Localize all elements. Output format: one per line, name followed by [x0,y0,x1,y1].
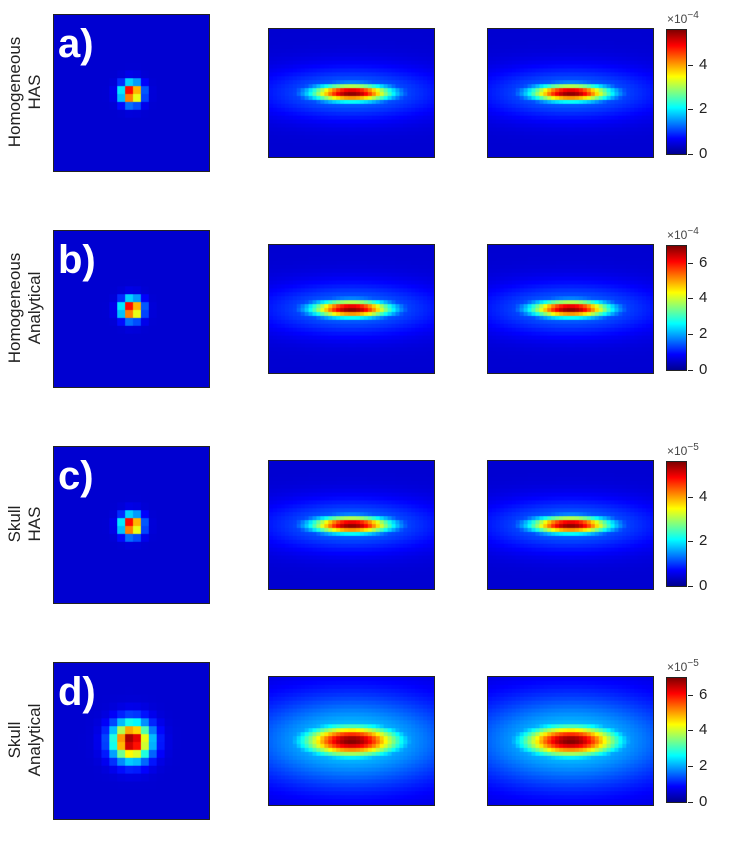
colorbar-exponent: ×10−4 [667,226,699,242]
colorbar-tick-label: 4 [699,721,708,738]
coronal-slice-panel [268,244,435,374]
figure-row-a: Homogeneous HAS a) ×10−4 4 2 0 [0,10,733,202]
colorbar-tick-label: 0 [699,793,708,810]
colorbar [666,245,687,371]
sagittal-slice-panel [487,244,654,374]
figure-row-d: Skull Analytical d) ×10−5 6 4 2 0 [0,658,733,850]
colorbar-tick-label: 4 [699,56,708,73]
row-label-c: Skull HAS [0,444,50,604]
panel-letter-c: c) [58,454,94,498]
colorbar-tick-label: 2 [699,325,708,342]
figure-row-b: Homogeneous Analytical b) ×10−4 6 4 2 0 [0,226,733,418]
colorbar-tick-label: 0 [699,361,708,378]
colorbar [666,29,687,155]
colorbar-tick-label: 2 [699,757,708,774]
panel-letter-b: b) [58,238,96,282]
axial-slice-panel [53,230,210,388]
coronal-slice-panel [268,676,435,806]
sagittal-slice-panel [487,460,654,590]
figure-row-c: Skull HAS c) ×10−5 4 2 0 [0,442,733,634]
colorbar [666,461,687,587]
row-label-text: Homogeneous Analytical [5,252,44,364]
colorbar-tick-label: 0 [699,145,708,162]
colorbar-tick-label: 0 [699,577,708,594]
colorbar-exponent: ×10−5 [667,442,699,458]
colorbar-tick-label: 2 [699,532,708,549]
colorbar-exponent: ×10−4 [667,10,699,26]
sagittal-slice-panel [487,676,654,806]
row-label-text: Skull HAS [5,505,44,543]
panel-letter-a: a) [58,22,94,66]
panel-letter-d: d) [58,670,96,714]
row-label-text: Homogeneous HAS [5,36,44,148]
row-label-d: Skull Analytical [0,660,50,820]
coronal-slice-panel [268,460,435,590]
row-label-a: Homogeneous HAS [0,12,50,172]
colorbar-exponent: ×10−5 [667,658,699,674]
axial-slice-panel [53,14,210,172]
colorbar [666,677,687,803]
coronal-slice-panel [268,28,435,158]
axial-slice-panel [53,446,210,604]
colorbar-tick-label: 6 [699,686,708,703]
axial-slice-panel [53,662,210,820]
colorbar-tick-label: 4 [699,488,708,505]
colorbar-tick-label: 6 [699,254,708,271]
row-label-text: Skull Analytical [5,703,44,777]
colorbar-tick-label: 4 [699,289,708,306]
colorbar-tick-label: 2 [699,100,708,117]
row-label-b: Homogeneous Analytical [0,228,50,388]
sagittal-slice-panel [487,28,654,158]
